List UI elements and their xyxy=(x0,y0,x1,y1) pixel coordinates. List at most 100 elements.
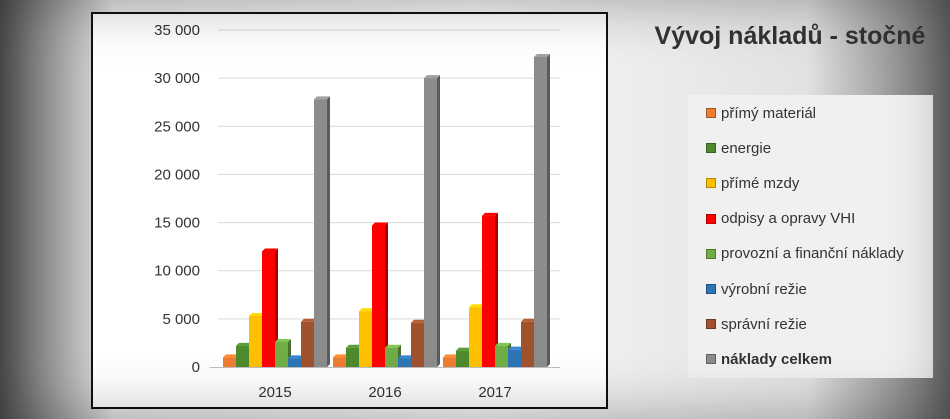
y-tick-label: 15 000 xyxy=(154,215,200,232)
bar-top xyxy=(424,75,440,79)
bar-front xyxy=(398,358,411,367)
bar-side xyxy=(495,212,498,367)
legend: přímý materiál energie přímé mzdy odpisy a … xyxy=(688,95,933,378)
bar-front xyxy=(534,56,547,368)
legend-swatch xyxy=(706,248,716,259)
bar-front xyxy=(521,321,534,367)
legend-item: provozní a finanční náklady xyxy=(706,244,904,264)
bar-front xyxy=(411,322,424,367)
bar-top xyxy=(236,342,252,346)
legend-item: náklady celkem xyxy=(706,349,832,369)
bar-top xyxy=(411,319,427,323)
bar-top xyxy=(398,355,414,359)
bar-front xyxy=(223,357,236,367)
bar xyxy=(262,248,278,367)
bar xyxy=(314,96,330,367)
bar-front xyxy=(346,347,359,367)
legend-swatch xyxy=(706,319,716,330)
bar-top xyxy=(521,318,537,322)
bar-front xyxy=(469,307,482,367)
bar-side xyxy=(437,75,440,368)
bar-front xyxy=(424,78,437,368)
bar-front xyxy=(262,251,275,367)
bar-top xyxy=(469,304,485,308)
y-tick-label: 35 000 xyxy=(154,22,200,39)
bar-side xyxy=(275,248,278,367)
legend-swatch xyxy=(706,284,716,294)
bar-front xyxy=(385,347,398,367)
bar-front xyxy=(456,350,469,367)
bar-top xyxy=(223,354,239,358)
bar-top xyxy=(385,344,401,348)
bar xyxy=(534,53,550,368)
bar-top xyxy=(495,342,511,346)
y-tick-label: 10 000 xyxy=(154,263,200,280)
legend-label: výrobní režie xyxy=(721,280,807,298)
bar-front xyxy=(372,225,385,367)
legend-label: správní režie xyxy=(721,315,807,333)
y-axis: 0 5 000 10 000 15 000 20 000 25 000 30 000 35 0… xyxy=(154,22,200,376)
bar-top xyxy=(346,344,362,348)
bar-top xyxy=(359,308,375,312)
bar xyxy=(482,212,498,367)
legend-swatch xyxy=(706,354,716,365)
legend-swatch xyxy=(706,108,716,118)
bar xyxy=(372,222,388,367)
bar-top xyxy=(482,212,498,216)
bar-top xyxy=(288,355,304,359)
legend-swatch xyxy=(706,213,716,224)
bar-front xyxy=(333,357,346,367)
bar-top xyxy=(301,318,317,322)
bars xyxy=(223,53,550,368)
legend-label: náklady celkem xyxy=(721,350,832,368)
bar-top xyxy=(275,338,291,342)
y-tick-label: 5 000 xyxy=(162,311,200,328)
x-tick-label: 2015 xyxy=(258,384,291,401)
x-tick-label: 2016 xyxy=(368,384,401,401)
y-tick-label: 25 000 xyxy=(154,118,200,135)
bar-side xyxy=(385,222,388,367)
bar-front xyxy=(301,321,314,367)
bar-top xyxy=(262,248,278,252)
bar-top xyxy=(372,222,388,226)
bar-front xyxy=(508,349,521,367)
x-axis: 2015 2016 2017 xyxy=(258,384,511,401)
bar-top xyxy=(333,354,349,358)
legend-label: provozní a finanční náklady xyxy=(721,245,904,263)
legend-item: přímé mzdy xyxy=(706,173,799,193)
bar-front xyxy=(482,215,495,367)
bar-top xyxy=(534,53,550,57)
bar-top xyxy=(508,346,524,350)
x-tick-label: 2017 xyxy=(478,384,511,401)
bar xyxy=(424,75,440,368)
legend-label: odpisy a opravy VHI xyxy=(721,210,856,228)
bar-front xyxy=(359,311,372,367)
legend-item: energie xyxy=(706,138,771,158)
bar-front xyxy=(236,345,249,367)
chart-title: Vývoj nákladů - stočné xyxy=(654,22,926,50)
legend-label: přímý materiál xyxy=(721,104,817,122)
bar-front xyxy=(288,358,301,367)
bar-front xyxy=(249,315,262,367)
legend-label: energie xyxy=(721,139,772,157)
bar-top xyxy=(456,347,472,351)
legend-item: přímý materiál xyxy=(706,103,816,123)
bar-side xyxy=(547,53,550,368)
y-tick-label: 20 000 xyxy=(154,166,200,183)
bar-top xyxy=(314,96,330,100)
legend-item: správní režie xyxy=(706,314,807,334)
bar-front xyxy=(275,341,288,367)
legend-swatch xyxy=(706,143,716,154)
legend-item: odpisy a opravy VHI xyxy=(706,209,855,229)
y-tick-label: 0 xyxy=(192,359,200,376)
y-tick-label: 30 000 xyxy=(154,70,200,87)
legend-swatch xyxy=(706,178,716,189)
bar-top xyxy=(443,354,459,358)
bar-side xyxy=(327,96,330,367)
legend-label: přímé mzdy xyxy=(721,174,800,192)
bar-front xyxy=(314,99,327,367)
bar-front xyxy=(495,345,508,367)
bar-front xyxy=(443,357,456,367)
bar-top xyxy=(249,312,265,316)
